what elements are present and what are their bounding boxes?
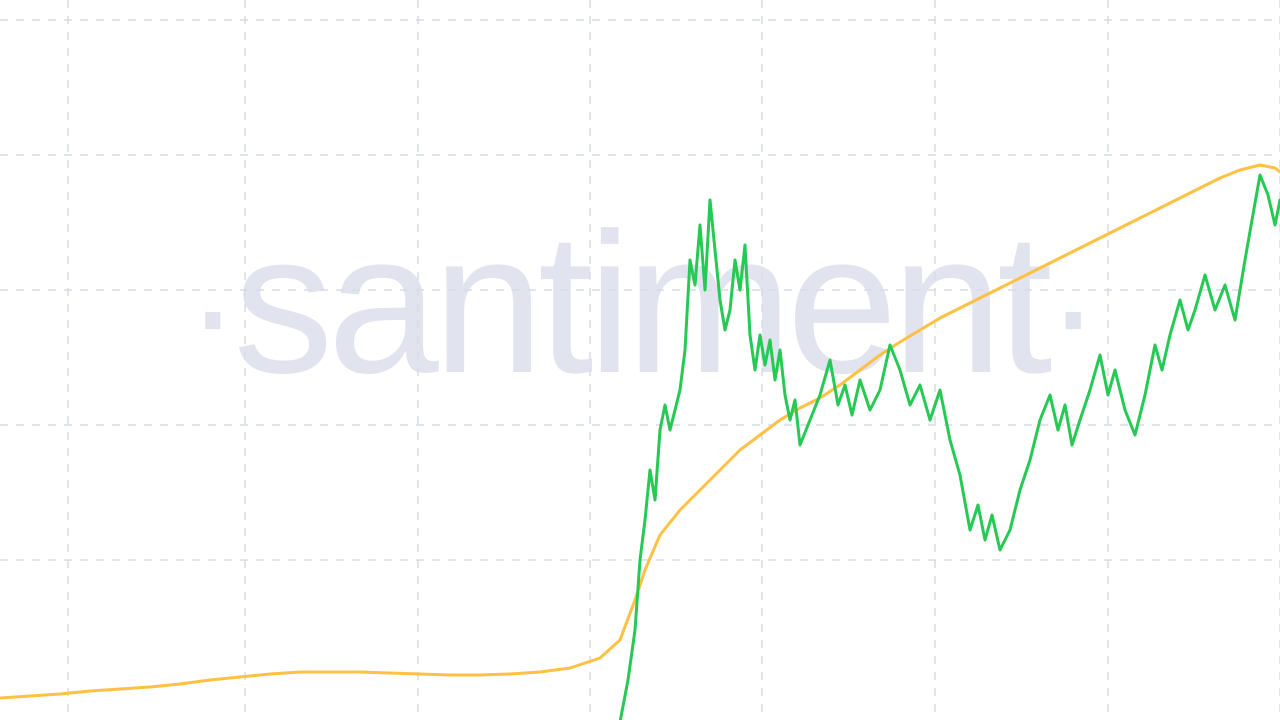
series-yellow-line: [0, 165, 1280, 698]
chart-series: [0, 165, 1280, 720]
chart-svg: [0, 0, 1280, 720]
chart-grid: [0, 0, 1280, 720]
series-green-line: [620, 175, 1280, 720]
chart-container: ·santiment·: [0, 0, 1280, 720]
